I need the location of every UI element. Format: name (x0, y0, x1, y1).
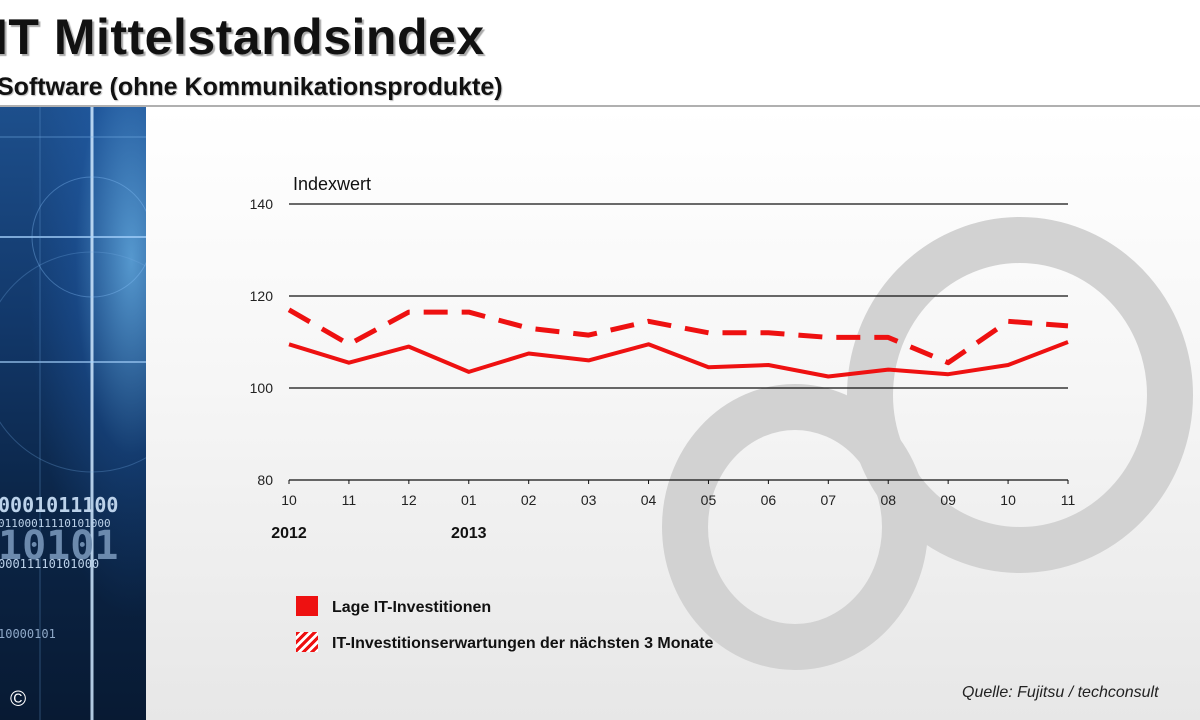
y-tick-label: 100 (250, 380, 274, 396)
x-tick-label: 11 (1061, 492, 1076, 508)
x-tick-label: 05 (701, 492, 717, 508)
year-label: 2012 (271, 525, 307, 542)
header: IT Mittelstandsindex Software (ohne Komm… (0, 0, 1200, 106)
decorative-side-panel: 0001011100 01100011110101000 10101 00011… (0, 107, 146, 720)
y-tick-label: 120 (250, 288, 274, 304)
binary-text-row: 10000101 (0, 627, 56, 641)
page-title: IT Mittelstandsindex (0, 9, 485, 65)
x-tick-label: 10 (1000, 492, 1016, 508)
legend-label: Lage IT-Investitionen (332, 599, 492, 616)
x-tick-label: 06 (761, 492, 777, 508)
grid-light-decoration (0, 107, 146, 720)
binary-text-row: 01100011110101000 (0, 517, 111, 530)
y-axis-label: Indexwert (293, 174, 371, 194)
x-tick-label: 03 (581, 492, 597, 508)
binary-text-row: 0001011100 (0, 493, 119, 517)
x-tick-label: 01 (461, 492, 477, 508)
legend-label: IT-Investitionserwartungen der nächsten … (332, 635, 714, 652)
x-tick-label: 10 (281, 492, 297, 508)
x-tick-label: 12 (401, 492, 417, 508)
copyright-symbol: © (10, 686, 27, 711)
x-tick-label: 04 (641, 492, 657, 508)
infinity-logo-watermark (662, 217, 1193, 670)
binary-text-row: 10101 (0, 523, 119, 569)
binary-text-row: 00011110101000 (0, 557, 100, 571)
chart-area (146, 107, 1200, 720)
x-tick-label: 02 (521, 492, 537, 508)
header-divider (0, 105, 1200, 107)
legend-swatch-solid (296, 596, 318, 616)
x-tick-label: 08 (880, 492, 896, 508)
page-subtitle: Software (ohne Kommunikationsprodukte) (0, 73, 503, 101)
source-note: Quelle: Fujitsu / techconsult (962, 684, 1159, 701)
y-tick-label: 80 (257, 472, 273, 488)
year-label: 2013 (451, 525, 487, 542)
y-tick-label: 140 (250, 196, 274, 212)
x-tick-label: 09 (940, 492, 956, 508)
series-line-situation (288, 340, 1069, 379)
x-tick-label: 07 (821, 492, 837, 508)
x-tick-label: 11 (342, 492, 357, 508)
legend-item: IT-Investitionserwartungen der nächsten … (296, 632, 796, 656)
legend-swatch-hatched (296, 632, 318, 652)
legend-item: Lage IT-Investitionen (296, 596, 796, 620)
